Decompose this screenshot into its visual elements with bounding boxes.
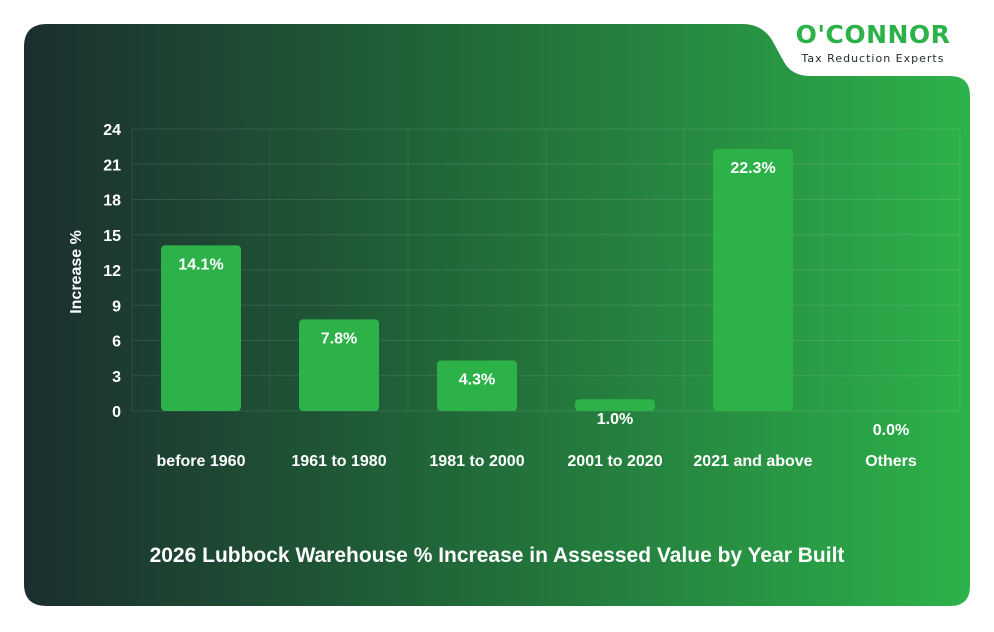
x-category-label: Others <box>865 453 917 470</box>
bar-value-label: 1.0% <box>597 411 633 428</box>
bar <box>161 245 241 411</box>
brand-tagline: Tax Reduction Experts <box>801 52 945 65</box>
bar-value-label: 22.3% <box>730 160 775 177</box>
chart-title: 2026 Lubbock Warehouse % Increase in Ass… <box>150 544 845 567</box>
x-category-label: 2021 and above <box>693 453 812 470</box>
y-tick-label: 12 <box>103 263 121 280</box>
y-tick-label: 18 <box>103 193 121 210</box>
bar-value-label: 14.1% <box>178 256 223 273</box>
y-tick-label: 24 <box>103 122 121 139</box>
y-tick-label: 0 <box>112 404 121 421</box>
brand-logo: O'CONNOR Tax Reduction Experts <box>768 16 978 72</box>
bars <box>161 148 793 411</box>
bar <box>437 360 517 411</box>
x-category-label: 1981 to 2000 <box>429 453 524 470</box>
y-tick-label: 9 <box>112 298 121 315</box>
bar <box>575 399 655 411</box>
x-category-label: 2001 to 2020 <box>567 453 662 470</box>
y-tick-label: 15 <box>103 228 121 245</box>
y-tick-label: 21 <box>103 157 121 174</box>
bar-value-label: 4.3% <box>459 371 495 388</box>
bar <box>299 319 379 411</box>
x-category-label: before 1960 <box>157 453 246 470</box>
y-tick-label: 6 <box>112 334 121 351</box>
y-axis-title: Increase % <box>68 230 85 314</box>
bar <box>713 148 793 411</box>
labels: 0 3 6 9 12 15 18 21 24 14.1% before 1960 7.8% 1961 t… <box>103 122 917 470</box>
x-category-label: 1961 to 1980 <box>291 453 386 470</box>
brand-name: O'CONNOR <box>795 20 951 49</box>
grid <box>131 128 961 412</box>
bar-value-label: 0.0% <box>873 422 909 439</box>
bar-value-label: 7.8% <box>321 330 357 347</box>
y-tick-label: 3 <box>112 369 121 386</box>
